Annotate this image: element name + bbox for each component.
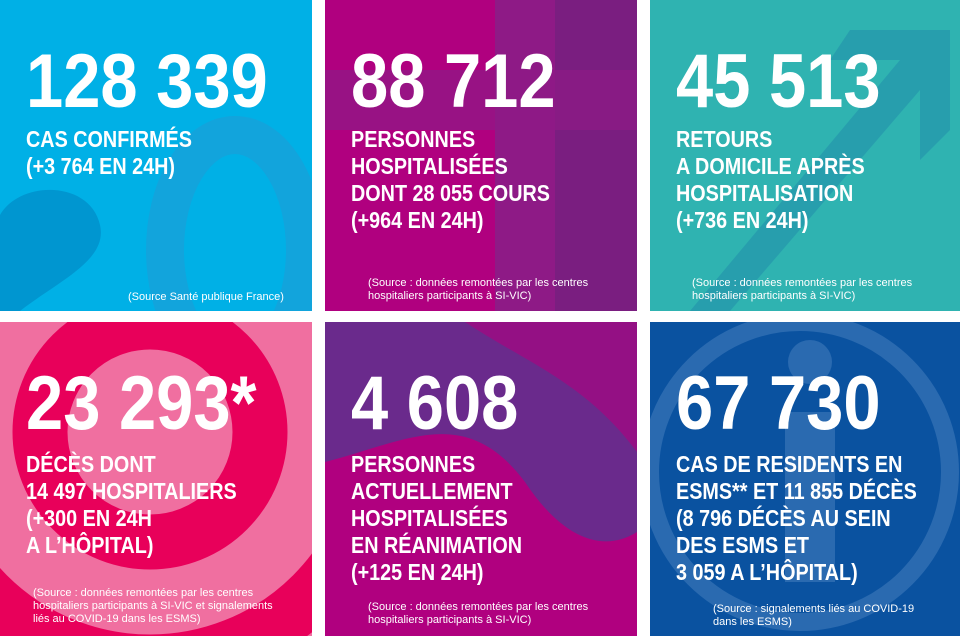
hospitalized-number: 88 712 — [351, 39, 556, 124]
icu-number: 4 608 — [351, 361, 519, 446]
deaths-label: DÉCÈS DONT 14 497 HOSPITALIERS (+300 EN 24… — [26, 451, 237, 558]
deaths-number: 23 293* — [26, 361, 257, 446]
source-note: (Source : signalements liés au COVID-19 d… — [713, 603, 915, 628]
icu-label: PERSONNES ACTUELLEMENT HOSPITALISÉES EN RÉA… — [351, 451, 523, 585]
tile-esms: 67 730 CAS DE RESIDENTS EN ESMS** ET 11 8… — [650, 322, 960, 636]
tile-confirmed-cases: 128 339 CAS CONFIRMÉS (+3 764 EN 24H) (So… — [0, 0, 312, 311]
tile-icu: 4 608 PERSONNES ACTUELLEMENT HOSPITALISÉES… — [325, 322, 637, 636]
returned-home-label: RETOURS A DOMICILE APRÈS HOSPITALISATION (+… — [676, 126, 865, 233]
esms-label: CAS DE RESIDENTS EN ESMS** ET 11 855 DÉCÈ… — [676, 451, 917, 585]
tile-hospitalized: 88 712 PERSONNES HOSPITALISÉES DONT 28 055… — [325, 0, 637, 311]
confirmed-cases-label: CAS CONFIRMÉS (+3 764 EN 24H) — [26, 126, 192, 179]
source-note: (Source : données remontées par les cent… — [368, 601, 589, 626]
source-note: (Source Santé publique France) — [128, 291, 284, 303]
source-note: (Source : données remontées par les cent… — [692, 277, 913, 302]
returned-home-number: 45 513 — [676, 39, 881, 124]
confirmed-cases-number: 128 339 — [26, 39, 268, 124]
hospitalized-label: PERSONNES HOSPITALISÉES DONT 28 055 COURS(… — [351, 126, 550, 233]
tile-returned-home: 45 513 RETOURS A DOMICILE APRÈS HOSPITALIS… — [650, 0, 960, 311]
esms-number: 67 730 — [676, 361, 881, 446]
source-note: (Source : données remontées par les cent… — [33, 587, 273, 625]
source-note: (Source : données remontées par les cent… — [368, 277, 589, 302]
tile-deaths: 23 293* DÉCÈS DONT 14 497 HOSPITALIERS (+3… — [0, 322, 312, 636]
